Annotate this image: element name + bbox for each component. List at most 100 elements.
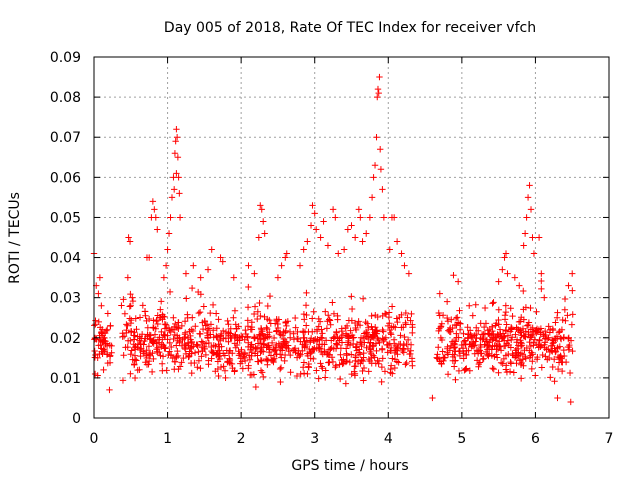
data-point — [521, 230, 529, 237]
data-point — [178, 359, 185, 366]
data-point — [245, 262, 252, 269]
data-point — [450, 344, 458, 352]
data-point — [254, 358, 261, 365]
data-point — [456, 307, 463, 314]
data-point — [455, 367, 463, 375]
data-point — [166, 339, 173, 347]
data-point — [492, 322, 499, 329]
data-point — [182, 342, 190, 350]
data-point — [185, 342, 192, 349]
data-point — [355, 206, 363, 213]
data-point — [154, 312, 161, 319]
data-point — [435, 344, 442, 351]
y-tick-label: 0.09 — [50, 50, 81, 66]
data-point — [373, 134, 380, 141]
y-tick-label: 0.06 — [50, 170, 81, 186]
data-point — [526, 182, 533, 189]
data-point — [286, 328, 294, 336]
data-point — [127, 290, 134, 298]
data-point — [499, 360, 506, 367]
data-point — [393, 345, 401, 353]
data-point — [311, 345, 318, 352]
data-point — [332, 214, 339, 221]
data-point — [160, 274, 168, 281]
data-point — [343, 351, 350, 359]
data-point — [567, 398, 574, 406]
data-point — [278, 262, 285, 269]
data-point — [119, 377, 127, 384]
data-point — [198, 353, 205, 360]
data-point — [215, 353, 222, 361]
data-point — [510, 369, 518, 376]
data-point — [497, 347, 505, 354]
data-point — [516, 282, 523, 289]
data-point — [559, 316, 566, 324]
data-point — [530, 250, 538, 257]
x-tick-label: 4 — [384, 431, 393, 447]
data-point — [152, 325, 159, 333]
data-point — [333, 340, 340, 347]
data-point — [225, 338, 232, 345]
data-point — [374, 85, 382, 93]
data-point — [188, 338, 195, 346]
data-point — [202, 340, 210, 347]
data-point — [245, 352, 253, 359]
data-point — [215, 372, 222, 380]
data-point — [154, 336, 162, 343]
data-point — [251, 270, 258, 277]
data-point — [101, 334, 108, 342]
data-point — [560, 334, 567, 342]
data-point — [173, 134, 181, 141]
data-point — [317, 360, 324, 367]
data-point — [96, 274, 104, 281]
data-point — [225, 329, 232, 336]
data-point — [549, 363, 556, 371]
data-point — [360, 364, 368, 372]
data-point — [174, 154, 182, 161]
data-point — [360, 377, 367, 384]
data-point — [197, 365, 204, 372]
data-point — [520, 242, 527, 249]
data-point — [342, 380, 350, 387]
data-point — [443, 314, 451, 322]
data-point — [190, 262, 197, 269]
data-point — [403, 359, 410, 367]
data-point — [166, 348, 173, 355]
data-point — [175, 319, 182, 326]
data-point — [456, 326, 464, 333]
data-point — [466, 327, 474, 334]
data-point — [480, 323, 488, 331]
data-point — [319, 365, 326, 372]
data-point — [323, 325, 331, 332]
data-point — [337, 351, 344, 358]
data-point — [502, 302, 510, 309]
data-point — [305, 328, 312, 336]
data-point — [230, 314, 237, 321]
data-point — [221, 367, 229, 374]
data-point — [219, 258, 226, 265]
data-point — [235, 323, 242, 330]
data-point — [512, 331, 519, 338]
data-point — [375, 360, 382, 367]
data-point — [385, 313, 393, 321]
data-point — [482, 338, 490, 345]
data-point — [522, 355, 529, 362]
data-point — [131, 360, 138, 368]
data-point — [194, 363, 201, 371]
data-point — [569, 287, 576, 294]
data-point — [501, 312, 509, 319]
data-point — [246, 356, 254, 364]
data-point — [504, 332, 512, 339]
data-point — [513, 360, 520, 367]
data-point — [454, 314, 461, 321]
data-point — [330, 310, 338, 317]
data-point — [390, 323, 397, 330]
data-point — [359, 367, 366, 375]
data-point — [252, 344, 259, 351]
data-point — [351, 234, 359, 241]
data-point — [178, 322, 186, 330]
data-point — [453, 334, 460, 341]
data-point — [244, 317, 251, 324]
data-point — [156, 348, 163, 356]
data-point — [352, 354, 359, 361]
